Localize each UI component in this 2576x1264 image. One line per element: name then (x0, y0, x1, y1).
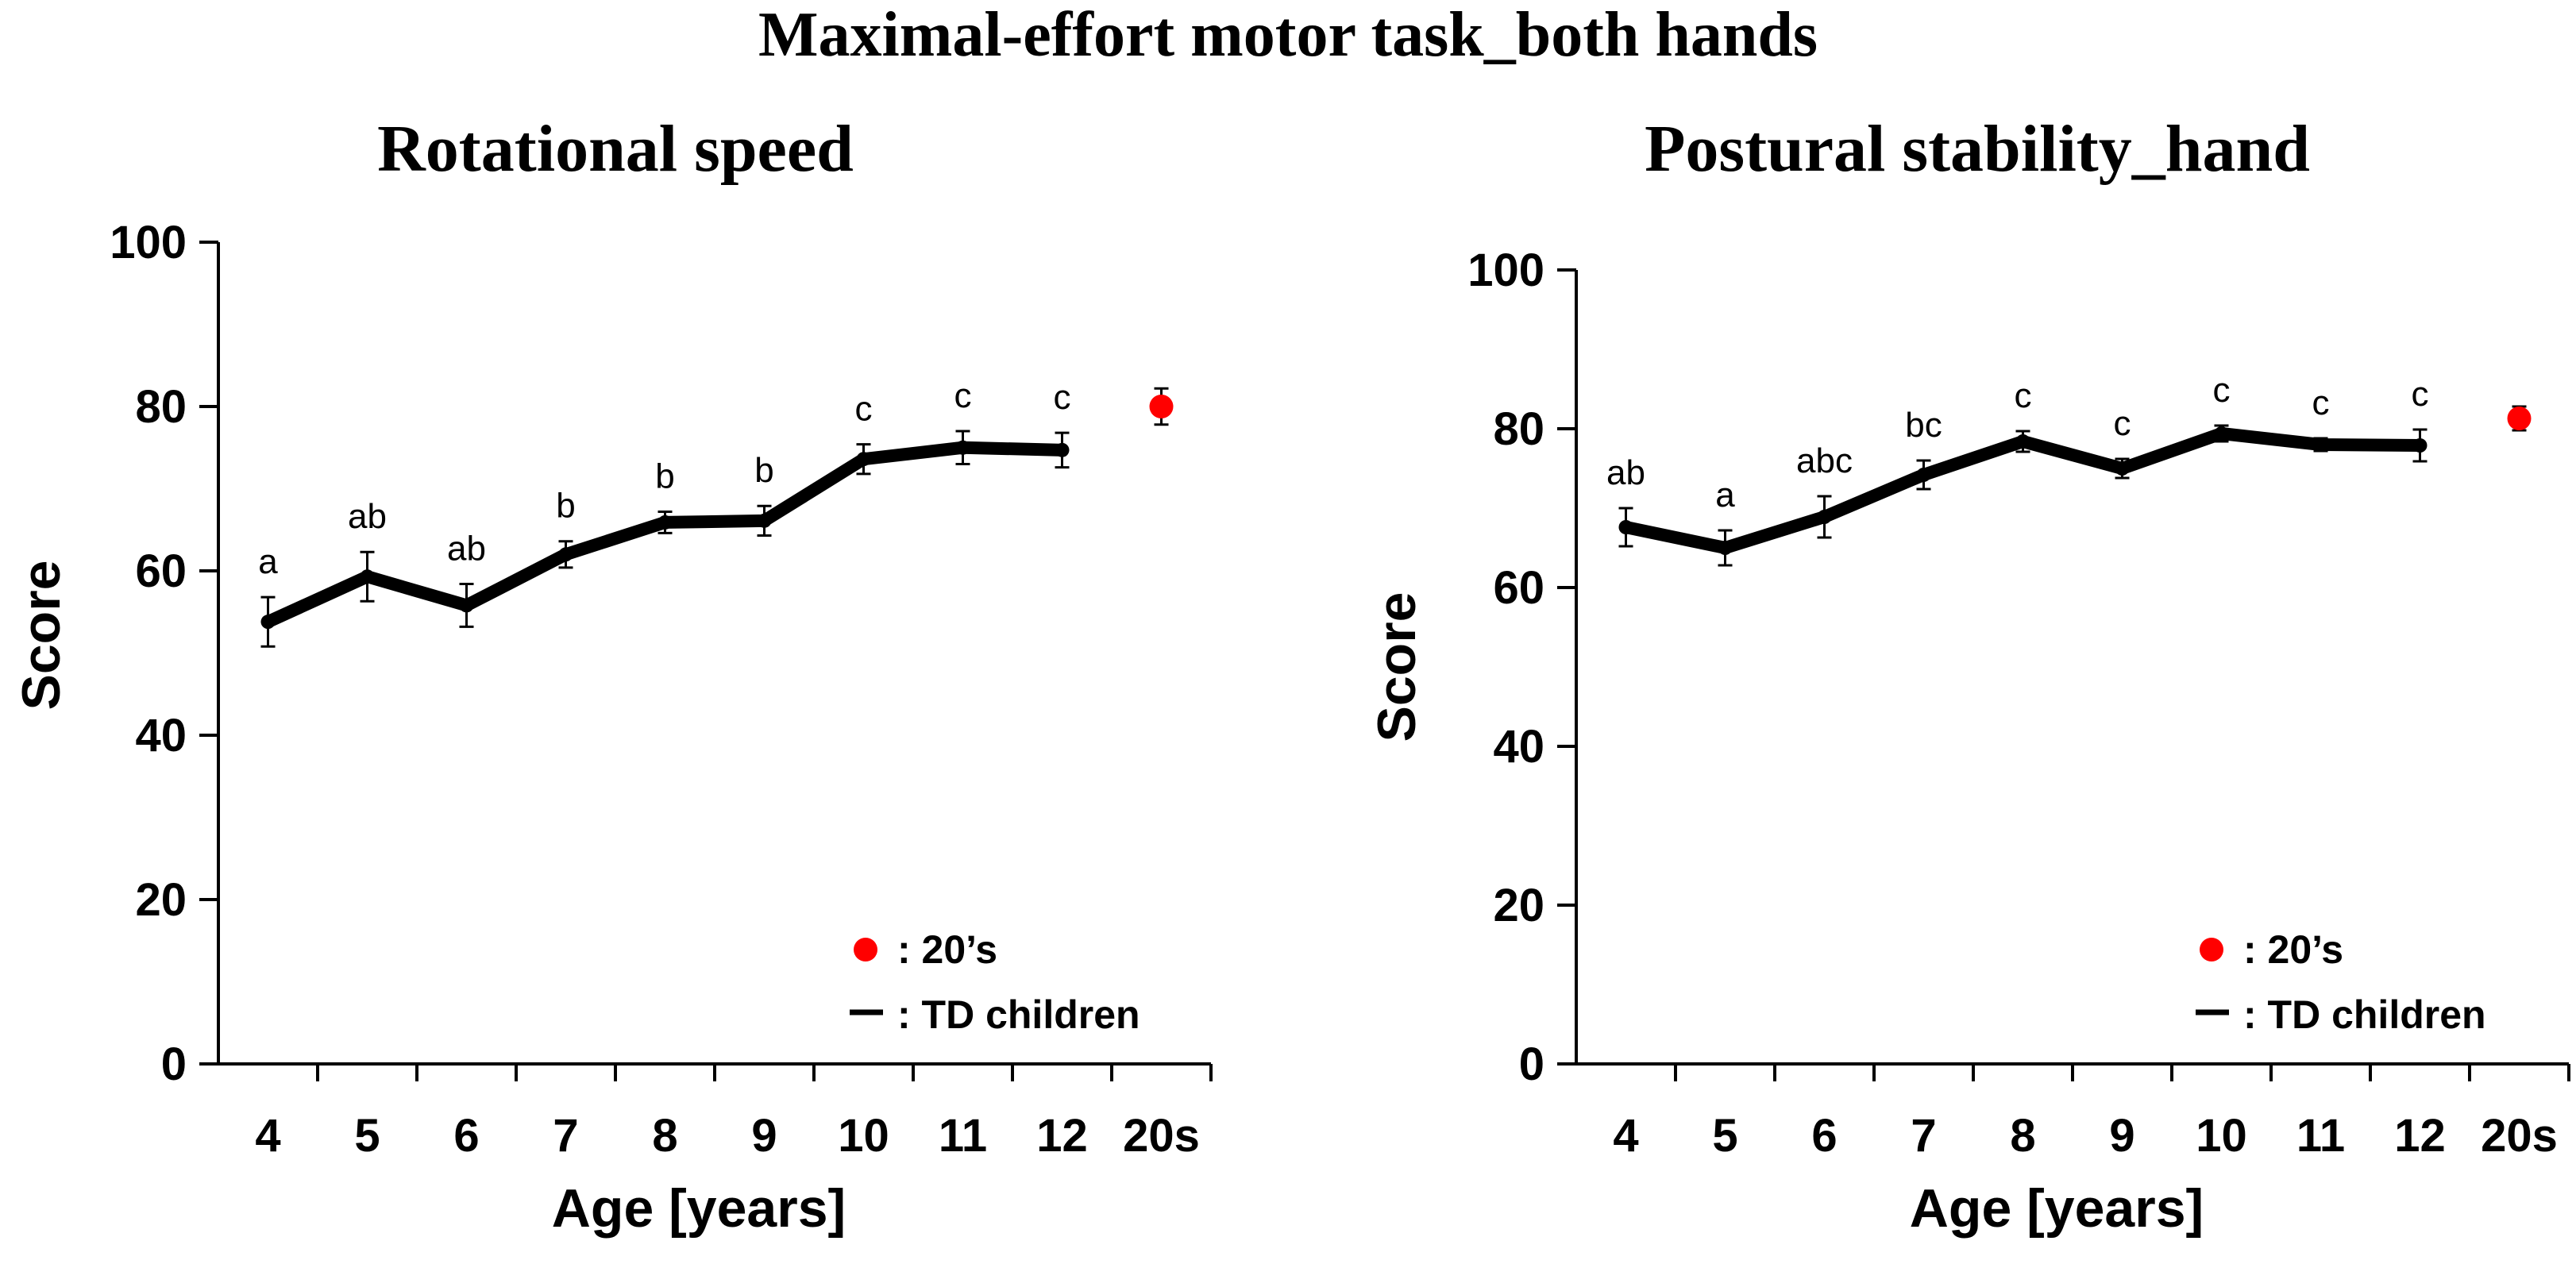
significance-label: abc (1796, 441, 1853, 480)
y-tick-label: 100 (110, 217, 187, 268)
y-tick-label: 100 (1467, 245, 1544, 296)
data-point-20s (2507, 407, 2532, 430)
chart-title: Rotational speed (377, 112, 854, 186)
x-tick-label: 10 (838, 1110, 889, 1162)
x-tick-label: 6 (453, 1110, 479, 1162)
x-tick-label: 7 (1911, 1110, 1936, 1162)
x-tick-label: 6 (1811, 1110, 1837, 1162)
y-tick-label: 60 (135, 545, 187, 597)
x-tick-label: 10 (2196, 1110, 2247, 1162)
panel-rotational-speed: Rotational speed 0 20 40 60 80 100 4 5 6 7 8 9 10 11 12… (11, 112, 1213, 1239)
significance-label: b (556, 487, 575, 526)
data-point (657, 514, 673, 530)
significance-label: c (2015, 376, 2032, 415)
y-tick-label: 40 (1493, 721, 1544, 773)
x-tick-label: 5 (1712, 1110, 1737, 1162)
x-tick-label: 12 (2394, 1110, 2446, 1162)
significance-label: bc (1905, 406, 1942, 445)
data-point (459, 598, 474, 613)
data-point (1055, 442, 1070, 457)
significance-label: c (2114, 404, 2131, 443)
y-tick-label: 40 (135, 710, 187, 761)
y-tick-label: 60 (1493, 562, 1544, 614)
y-tick-label: 80 (135, 381, 187, 433)
legend-label-td-children: : TD children (897, 992, 1140, 1037)
significance-label: c (1054, 378, 1071, 417)
y-tick-label: 20 (135, 874, 187, 926)
significance-label: c (2312, 383, 2330, 422)
significance-label: c (2412, 375, 2429, 414)
data-point (1916, 468, 1931, 482)
significance-label: c (2213, 371, 2231, 410)
x-tick-label: 9 (2109, 1110, 2134, 1162)
data-point (1817, 510, 1832, 524)
panel-postural-stability-hand: Postural stability_hand 0 20 40 60 80 100 4 5 6 7 8… (1367, 112, 2570, 1239)
significance-label: c (954, 376, 972, 415)
data-point (1718, 541, 1733, 555)
significance-label: c (855, 390, 873, 429)
data-point (2015, 434, 2030, 449)
legend-label-20s: : 20’s (897, 927, 997, 972)
significance-label: ab (348, 497, 387, 536)
significance-label: b (655, 457, 674, 495)
significance-label: b (754, 451, 773, 490)
x-tick-label: 11 (2296, 1110, 2345, 1162)
data-point (360, 569, 375, 584)
x-axis-title: Age [years] (1910, 1178, 2204, 1239)
legend-label-td-children: : TD children (2243, 992, 2486, 1037)
y-axis-title: Score (1367, 592, 1427, 742)
significance-label: ab (447, 530, 486, 568)
figure-title: Maximal-effort motor task_both hands (758, 0, 1818, 70)
x-tick-label: 11 (939, 1110, 987, 1162)
legend-marker-20s (2200, 938, 2223, 961)
data-point (2313, 437, 2328, 452)
x-tick-label: 7 (553, 1110, 578, 1162)
x-tick-label: 8 (2010, 1110, 2035, 1162)
x-tick-label: 20s (1123, 1110, 1200, 1162)
significance-label: ab (1606, 453, 1645, 492)
data-point (757, 513, 772, 528)
x-tick-label: 9 (751, 1110, 777, 1162)
legend-label-20s: : 20’s (2243, 927, 2343, 972)
x-tick-label: 8 (652, 1110, 677, 1162)
data-point (558, 547, 573, 562)
y-tick-label: 0 (1519, 1039, 1544, 1090)
x-tick-label: 4 (1613, 1110, 1638, 1162)
chart-title: Postural stability_hand (1645, 112, 2310, 186)
x-tick-label: 12 (1036, 1110, 1088, 1162)
y-tick-label: 0 (161, 1039, 187, 1090)
y-axis-title: Score (11, 561, 71, 711)
y-tick-label: 80 (1493, 403, 1544, 455)
data-point (2412, 438, 2428, 453)
data-point (856, 452, 871, 467)
data-point (260, 615, 276, 630)
x-tick-label: 4 (255, 1110, 280, 1162)
x-tick-label: 20s (2481, 1110, 2558, 1162)
legend-marker-20s (854, 938, 877, 961)
x-axis-title: Age [years] (552, 1178, 846, 1239)
significance-label: a (258, 542, 278, 581)
y-tick-label: 20 (1493, 880, 1544, 931)
data-point-20s (1149, 395, 1174, 418)
x-tick-label: 5 (354, 1110, 380, 1162)
data-point (2214, 426, 2229, 441)
data-point (955, 440, 970, 455)
significance-label: a (1715, 476, 1735, 514)
data-point (1618, 520, 1633, 534)
data-point (2115, 461, 2130, 476)
